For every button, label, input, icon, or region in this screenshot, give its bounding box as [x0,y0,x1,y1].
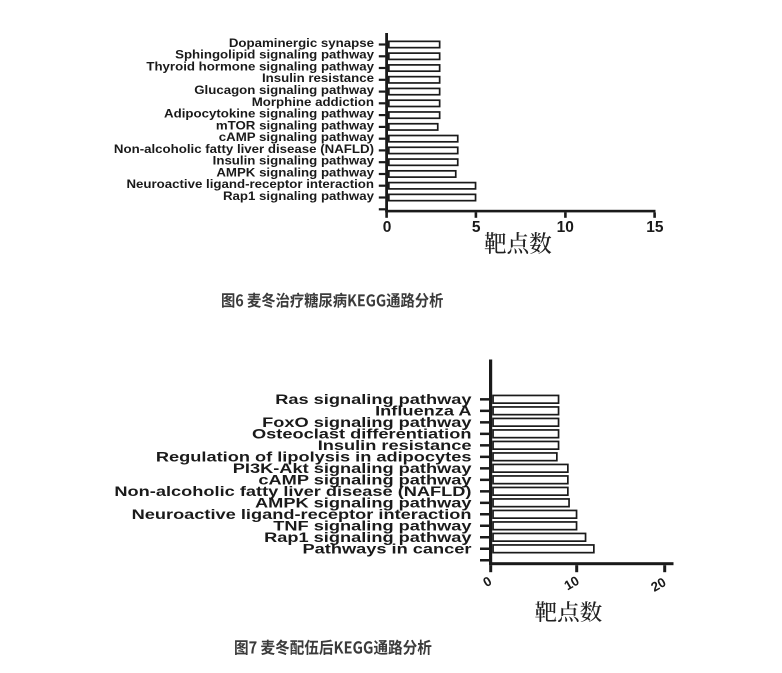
svg-text:Morphine addiction: Morphine addiction [252,95,374,108]
svg-text:FoxO signaling pathway: FoxO signaling pathway [262,415,471,430]
svg-text:mTOR signaling pathway: mTOR signaling pathway [216,119,374,132]
svg-text:TNF signaling pathway: TNF signaling pathway [273,519,471,534]
svg-text:Adipocytokine signaling pathwa: Adipocytokine signaling pathway [164,107,374,120]
svg-text:5: 5 [472,219,481,236]
svg-text:Insulin resistance: Insulin resistance [262,72,374,85]
svg-text:AMPK signaling pathway: AMPK signaling pathway [216,166,374,179]
svg-text:Neuroactive ligand-receptor in: Neuroactive ligand-receptor interaction [132,507,472,522]
svg-text:Insulin resistance: Insulin resistance [318,438,472,453]
svg-text:Rap1 signaling pathway: Rap1 signaling pathway [223,190,374,203]
svg-text:cAMP signaling pathway: cAMP signaling pathway [219,131,374,144]
svg-text:0: 0 [383,219,392,236]
svg-text:Insulin signaling pathway: Insulin signaling pathway [213,154,374,167]
svg-text:Thyroid hormone signaling path: Thyroid hormone signaling pathway [146,60,374,73]
svg-text:10: 10 [557,219,574,236]
svg-text:Pathways in cancer: Pathways in cancer [302,542,471,557]
svg-text:Influenza A: Influenza A [375,404,472,419]
svg-text:Non-alcoholic fatty liver dise: Non-alcoholic fatty liver disease (NAFLD… [114,484,471,499]
svg-text:Sphingolipid signaling pathway: Sphingolipid signaling pathway [175,48,374,61]
svg-text:AMPK signaling pathway: AMPK signaling pathway [255,496,472,511]
svg-text:Dopaminergic synapse: Dopaminergic synapse [229,37,374,50]
svg-text:15: 15 [646,219,664,236]
svg-text:cAMP signaling pathway: cAMP signaling pathway [258,473,471,488]
svg-text:Ras signaling pathway: Ras signaling pathway [275,392,471,407]
svg-text:Osteoclast differentiation: Osteoclast differentiation [252,427,472,442]
svg-text:Glucagon signaling pathway: Glucagon signaling pathway [194,84,374,97]
svg-text:Regulation of lipolysis in adi: Regulation of lipolysis in adipocytes [156,450,472,465]
svg-text:Non-alcoholic fatty liver dise: Non-alcoholic fatty liver disease (NAFLD… [114,142,374,155]
svg-text:Neuroactive ligand-receptor in: Neuroactive ligand-receptor interaction [126,178,374,191]
svg-text:PI3K-Akt signaling pathway: PI3K-Akt signaling pathway [233,461,472,476]
svg-text:Rap1 signaling pathway: Rap1 signaling pathway [264,530,471,545]
